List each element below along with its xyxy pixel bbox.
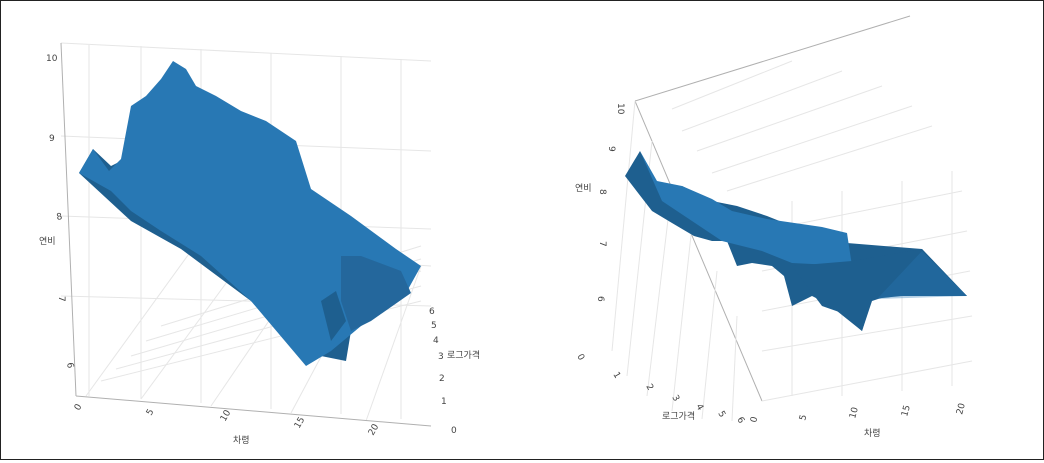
- left-y-axis-label: 로그가격: [447, 349, 480, 361]
- right-x-tick: 5: [798, 414, 809, 422]
- left-x-tick: 15: [293, 416, 307, 431]
- left-z-tick: 9: [49, 134, 55, 144]
- right-z-ticks: 10 9 8 7 6 0 연비: [574, 103, 625, 363]
- left-surface[interactable]: [79, 61, 421, 366]
- left-y-tick: 0: [451, 426, 457, 436]
- left-y-tick: 4: [433, 336, 439, 346]
- left-surface-main: [79, 61, 421, 366]
- right-z-tick: 7: [597, 241, 607, 247]
- right-y-tick: 1: [610, 371, 622, 381]
- right-y-tick: 4: [693, 403, 705, 413]
- left-z-tick: 7: [56, 296, 66, 302]
- left-x-tick: 10: [219, 408, 234, 423]
- left-y-tick: 3: [438, 352, 444, 362]
- surface-plot-left-svg[interactable]: 10 9 8 7 6 연비 0 5 10 15 20 차령 0 1 2: [1, 1, 522, 459]
- right-z-tick: 0: [574, 353, 586, 363]
- left-x-tick: 0: [73, 402, 85, 412]
- right-z-axis-label: 연비: [575, 183, 592, 194]
- left-z-tick: 8: [56, 212, 64, 223]
- right-surface[interactable]: [625, 151, 967, 331]
- left-x-tick: 20: [367, 422, 382, 437]
- right-y-tick: 6: [734, 416, 746, 426]
- surface-plot-left[interactable]: 10 9 8 7 6 연비 0 5 10 15 20 차령 0 1 2: [1, 1, 522, 459]
- left-x-tick: 5: [145, 408, 157, 418]
- surface-plot-right-svg[interactable]: 10 9 8 7 6 0 연비 1 2 3 4 5 6 로그가격 0 5: [522, 1, 1043, 459]
- left-surface-dip: [321, 291, 346, 341]
- right-x-tick: 15: [900, 404, 913, 418]
- right-x-tick: 0: [749, 415, 760, 423]
- right-x-tick: 20: [955, 402, 968, 416]
- right-y-axis-label: 로그가격: [662, 410, 695, 422]
- right-z-tick: 9: [606, 146, 616, 152]
- left-y-tick: 5: [431, 321, 437, 331]
- right-y-ticks: 1 2 3 4 5 6 로그가격: [610, 371, 746, 426]
- right-surface-right: [792, 249, 967, 331]
- right-x-tick: 10: [848, 406, 861, 420]
- right-surface-highlight: [877, 251, 967, 299]
- left-z-tick: 6: [64, 362, 75, 370]
- left-y-tick: 2: [439, 374, 445, 384]
- right-surface-upper: [640, 151, 852, 266]
- right-z-tick: 6: [595, 296, 605, 302]
- left-axis-lines: [60, 42, 432, 427]
- left-y-tick: 6: [429, 307, 435, 317]
- right-z-tick: 8: [597, 189, 607, 195]
- surface-plot-right[interactable]: 10 9 8 7 6 0 연비 1 2 3 4 5 6 로그가격 0 5: [522, 1, 1043, 459]
- right-x-axis-label: 차령: [864, 427, 881, 439]
- right-x-ticks: 0 5 10 15 20 차령: [749, 402, 968, 439]
- left-z-axis-label: 연비: [39, 236, 56, 247]
- right-y-tick: 5: [715, 410, 727, 420]
- left-x-axis-label: 차령: [233, 434, 250, 446]
- left-y-ticks: 0 1 2 3 4 5 6 로그가격: [429, 307, 480, 436]
- right-y-tick: 2: [643, 383, 655, 393]
- left-surface-fold: [341, 256, 411, 331]
- left-y-tick: 1: [441, 397, 447, 407]
- left-z-tick: 10: [46, 54, 58, 64]
- left-z-ticks: 10 9 8 7 6 연비: [39, 54, 75, 369]
- right-z-tick: 10: [615, 103, 625, 115]
- right-y-tick: 3: [669, 394, 681, 404]
